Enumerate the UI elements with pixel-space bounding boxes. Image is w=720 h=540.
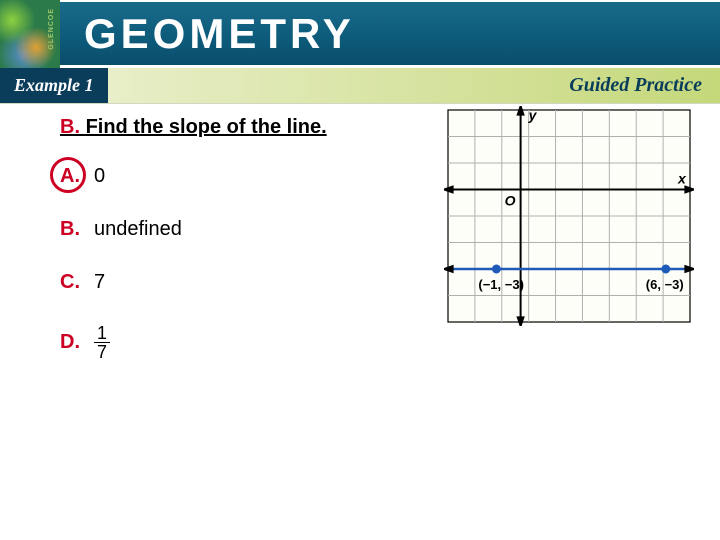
content-area: B. Find the slope of the line. A. 0 B. u… <box>0 104 720 391</box>
question-text: B. Find the slope of the line. <box>60 116 420 139</box>
example-number-tab: Example 1 <box>0 68 108 103</box>
question-prefix: B. <box>60 116 80 138</box>
answer-choices: A. 0 B. undefined C. 7 D. 1 7 <box>60 165 420 361</box>
choice-letter: D. <box>60 331 94 354</box>
choice-letter: B. <box>60 218 94 241</box>
fraction-denominator: 7 <box>94 343 110 361</box>
choice-letter: C. <box>60 271 94 294</box>
choice-d[interactable]: D. 1 7 <box>60 324 420 361</box>
guided-practice-label: Guided Practice <box>108 68 720 103</box>
coordinate-graph: y x O (−1, −3) (6, −3) <box>444 106 694 331</box>
choice-b[interactable]: B. undefined <box>60 218 420 241</box>
question-block: B. Find the slope of the line. A. 0 B. u… <box>60 116 420 391</box>
book-title: GEOMETRY <box>84 10 355 58</box>
choice-value: 1 7 <box>94 324 110 361</box>
svg-text:O: O <box>505 193 516 209</box>
textbook-banner: GEOMETRY <box>0 0 720 68</box>
subheader-bar: Example 1 Guided Practice <box>0 68 720 104</box>
graph-svg: y x O (−1, −3) (6, −3) <box>444 106 694 326</box>
fraction-numerator: 1 <box>94 324 110 343</box>
choice-value: undefined <box>94 218 182 241</box>
banner-decor-art <box>0 0 60 68</box>
svg-text:(−1, −3): (−1, −3) <box>478 277 524 292</box>
question-body: Find the slope of the line. <box>86 116 327 138</box>
svg-text:x: x <box>677 171 687 187</box>
choice-value: 0 <box>94 165 105 188</box>
choice-value: 7 <box>94 271 105 294</box>
fraction: 1 7 <box>94 324 110 361</box>
svg-text:(6, −3): (6, −3) <box>646 277 684 292</box>
choice-a[interactable]: A. 0 <box>60 165 420 188</box>
correct-answer-circle <box>50 157 86 193</box>
choice-c[interactable]: C. 7 <box>60 271 420 294</box>
svg-text:y: y <box>528 107 538 123</box>
